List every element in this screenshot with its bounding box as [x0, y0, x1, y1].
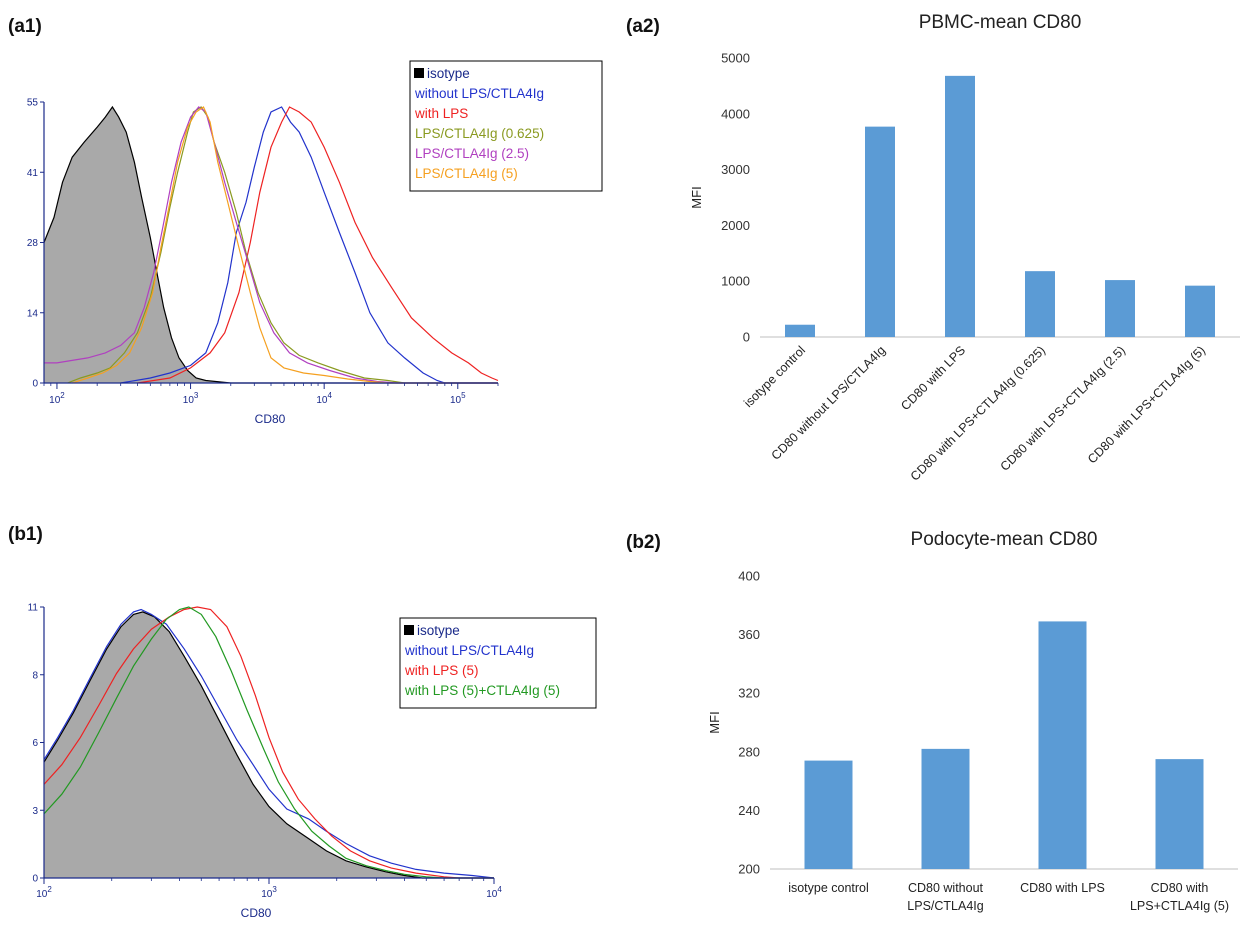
legend-box [409, 60, 603, 192]
legend-entry: LPS/CTLA4Ig (0.625) [415, 126, 544, 141]
series-fill-isotype [44, 611, 494, 878]
category-label: CD80 with LPS [1020, 881, 1105, 895]
y-tick-label: 240 [738, 803, 760, 818]
y-tick-label: 4000 [721, 106, 750, 121]
legend-entry: LPS/CTLA4Ig (5) [415, 166, 518, 181]
series-line-lps-ctla4ig-2-5- [44, 106, 498, 384]
y-axis-label: MFI [689, 186, 704, 208]
series-fill-isotype [44, 107, 498, 383]
panel-label-b1: (b1) [8, 524, 43, 545]
x-tick-label: 104 [316, 391, 332, 406]
x-axis-label: CD80 [255, 412, 286, 426]
y-tick-label: 280 [738, 744, 760, 759]
y-tick-label: 0 [32, 874, 38, 885]
y-tick-label: 55 [27, 98, 39, 109]
histogram-b1: 0 3 6 8 11 102 103 104 CD80 isotype without LPS/CT… [28, 603, 597, 920]
y-tick-label: 5000 [721, 51, 750, 66]
legend-entry: isotype [427, 66, 470, 81]
chart-title: PBMC-mean CD80 [919, 12, 1082, 33]
x-tick-label: 105 [450, 391, 466, 406]
legend-swatch-isotype [404, 625, 414, 635]
category-label: CD80 with [1151, 881, 1209, 895]
bar [1155, 759, 1204, 869]
x-axis-label: CD80 [241, 906, 272, 920]
series-line-without-lps-ctla4ig [43, 608, 495, 879]
category-label: LPS+CTLA4Ig (5) [1130, 899, 1229, 913]
y-tick-label: 3000 [721, 162, 750, 177]
y-tick-label: 28 [27, 238, 39, 249]
legend-entry: without LPS/CTLA4Ig [404, 643, 534, 658]
y-tick-label: 0 [32, 379, 38, 390]
bar [804, 760, 853, 869]
bar [1038, 621, 1087, 869]
legend-entry: with LPS (5)+CTLA4Ig (5) [404, 683, 560, 698]
category-label: CD80 with LPS+CTLA4Ig (0.625) [908, 343, 1048, 483]
series-line-with-lps [137, 106, 499, 384]
category-label: CD80 without [908, 881, 984, 895]
y-tick-label: 3 [32, 806, 38, 817]
panel-label-a2: (a2) [626, 16, 660, 37]
category-label: CD80 with LPS [898, 343, 968, 413]
bar-chart-a2: PBMC-mean CD80 0 1000 2000 3000 4000 5000 MFI is… [689, 12, 1240, 484]
y-tick-label: 41 [27, 168, 39, 179]
x-tick-label: 102 [36, 885, 52, 900]
series-line-with-lps-5-ctla4ig-5- [43, 606, 494, 879]
category-label: isotype control [741, 343, 808, 410]
y-tick-label: 1000 [721, 274, 750, 289]
x-tick-label: 104 [486, 885, 502, 900]
y-tick-label: 14 [27, 308, 39, 319]
series-line-lps-ctla4ig-5- [72, 106, 498, 384]
y-tick-label: 360 [738, 627, 760, 642]
bar [921, 748, 970, 869]
chart-title: Podocyte-mean CD80 [911, 529, 1098, 550]
category-label: CD80 with LPS+CTLA4Ig (2.5) [998, 343, 1129, 474]
panel-label-a1: (a1) [8, 16, 42, 37]
y-tick-label: 200 [738, 862, 760, 877]
bar [945, 75, 975, 337]
bar-chart-b2: Podocyte-mean CD80 200 240 280 320 360 400 MFI i… [707, 529, 1238, 913]
bar [1185, 285, 1215, 337]
legend-entry: isotype [417, 623, 460, 638]
x-tick-label: 103 [183, 391, 199, 406]
legend-entry: with LPS [414, 106, 468, 121]
x-tick-label: 102 [49, 391, 65, 406]
category-label: LPS/CTLA4Ig [907, 899, 983, 913]
bar [1025, 271, 1055, 337]
histogram-a1: 0 14 28 41 55 102 103 104 105 CD80 isotype without … [27, 60, 603, 426]
y-tick-label: 2000 [721, 218, 750, 233]
y-tick-label: 320 [738, 686, 760, 701]
series-line-isotype [43, 105, 498, 384]
x-tick-label: 103 [261, 885, 277, 900]
y-tick-label: 8 [32, 670, 38, 681]
legend-entry: without LPS/CTLA4Ig [414, 86, 544, 101]
y-tick-label: 6 [32, 738, 38, 749]
legend-entry: with LPS (5) [404, 663, 479, 678]
y-tick-label: 400 [738, 569, 760, 584]
y-tick-label: 11 [28, 603, 39, 614]
y-axis-label: MFI [707, 711, 722, 733]
category-label: isotype control [788, 881, 869, 895]
legend-box [399, 617, 597, 709]
legend-swatch-isotype [414, 68, 424, 78]
series-line-with-lps-5- [43, 606, 494, 879]
panel-label-b2: (b2) [626, 532, 661, 553]
legend-entry: LPS/CTLA4Ig (2.5) [415, 146, 529, 161]
bar [865, 126, 895, 337]
series-line-isotype [43, 611, 494, 879]
y-tick-label: 0 [743, 330, 750, 345]
bar [785, 324, 815, 337]
bar [1105, 280, 1135, 337]
